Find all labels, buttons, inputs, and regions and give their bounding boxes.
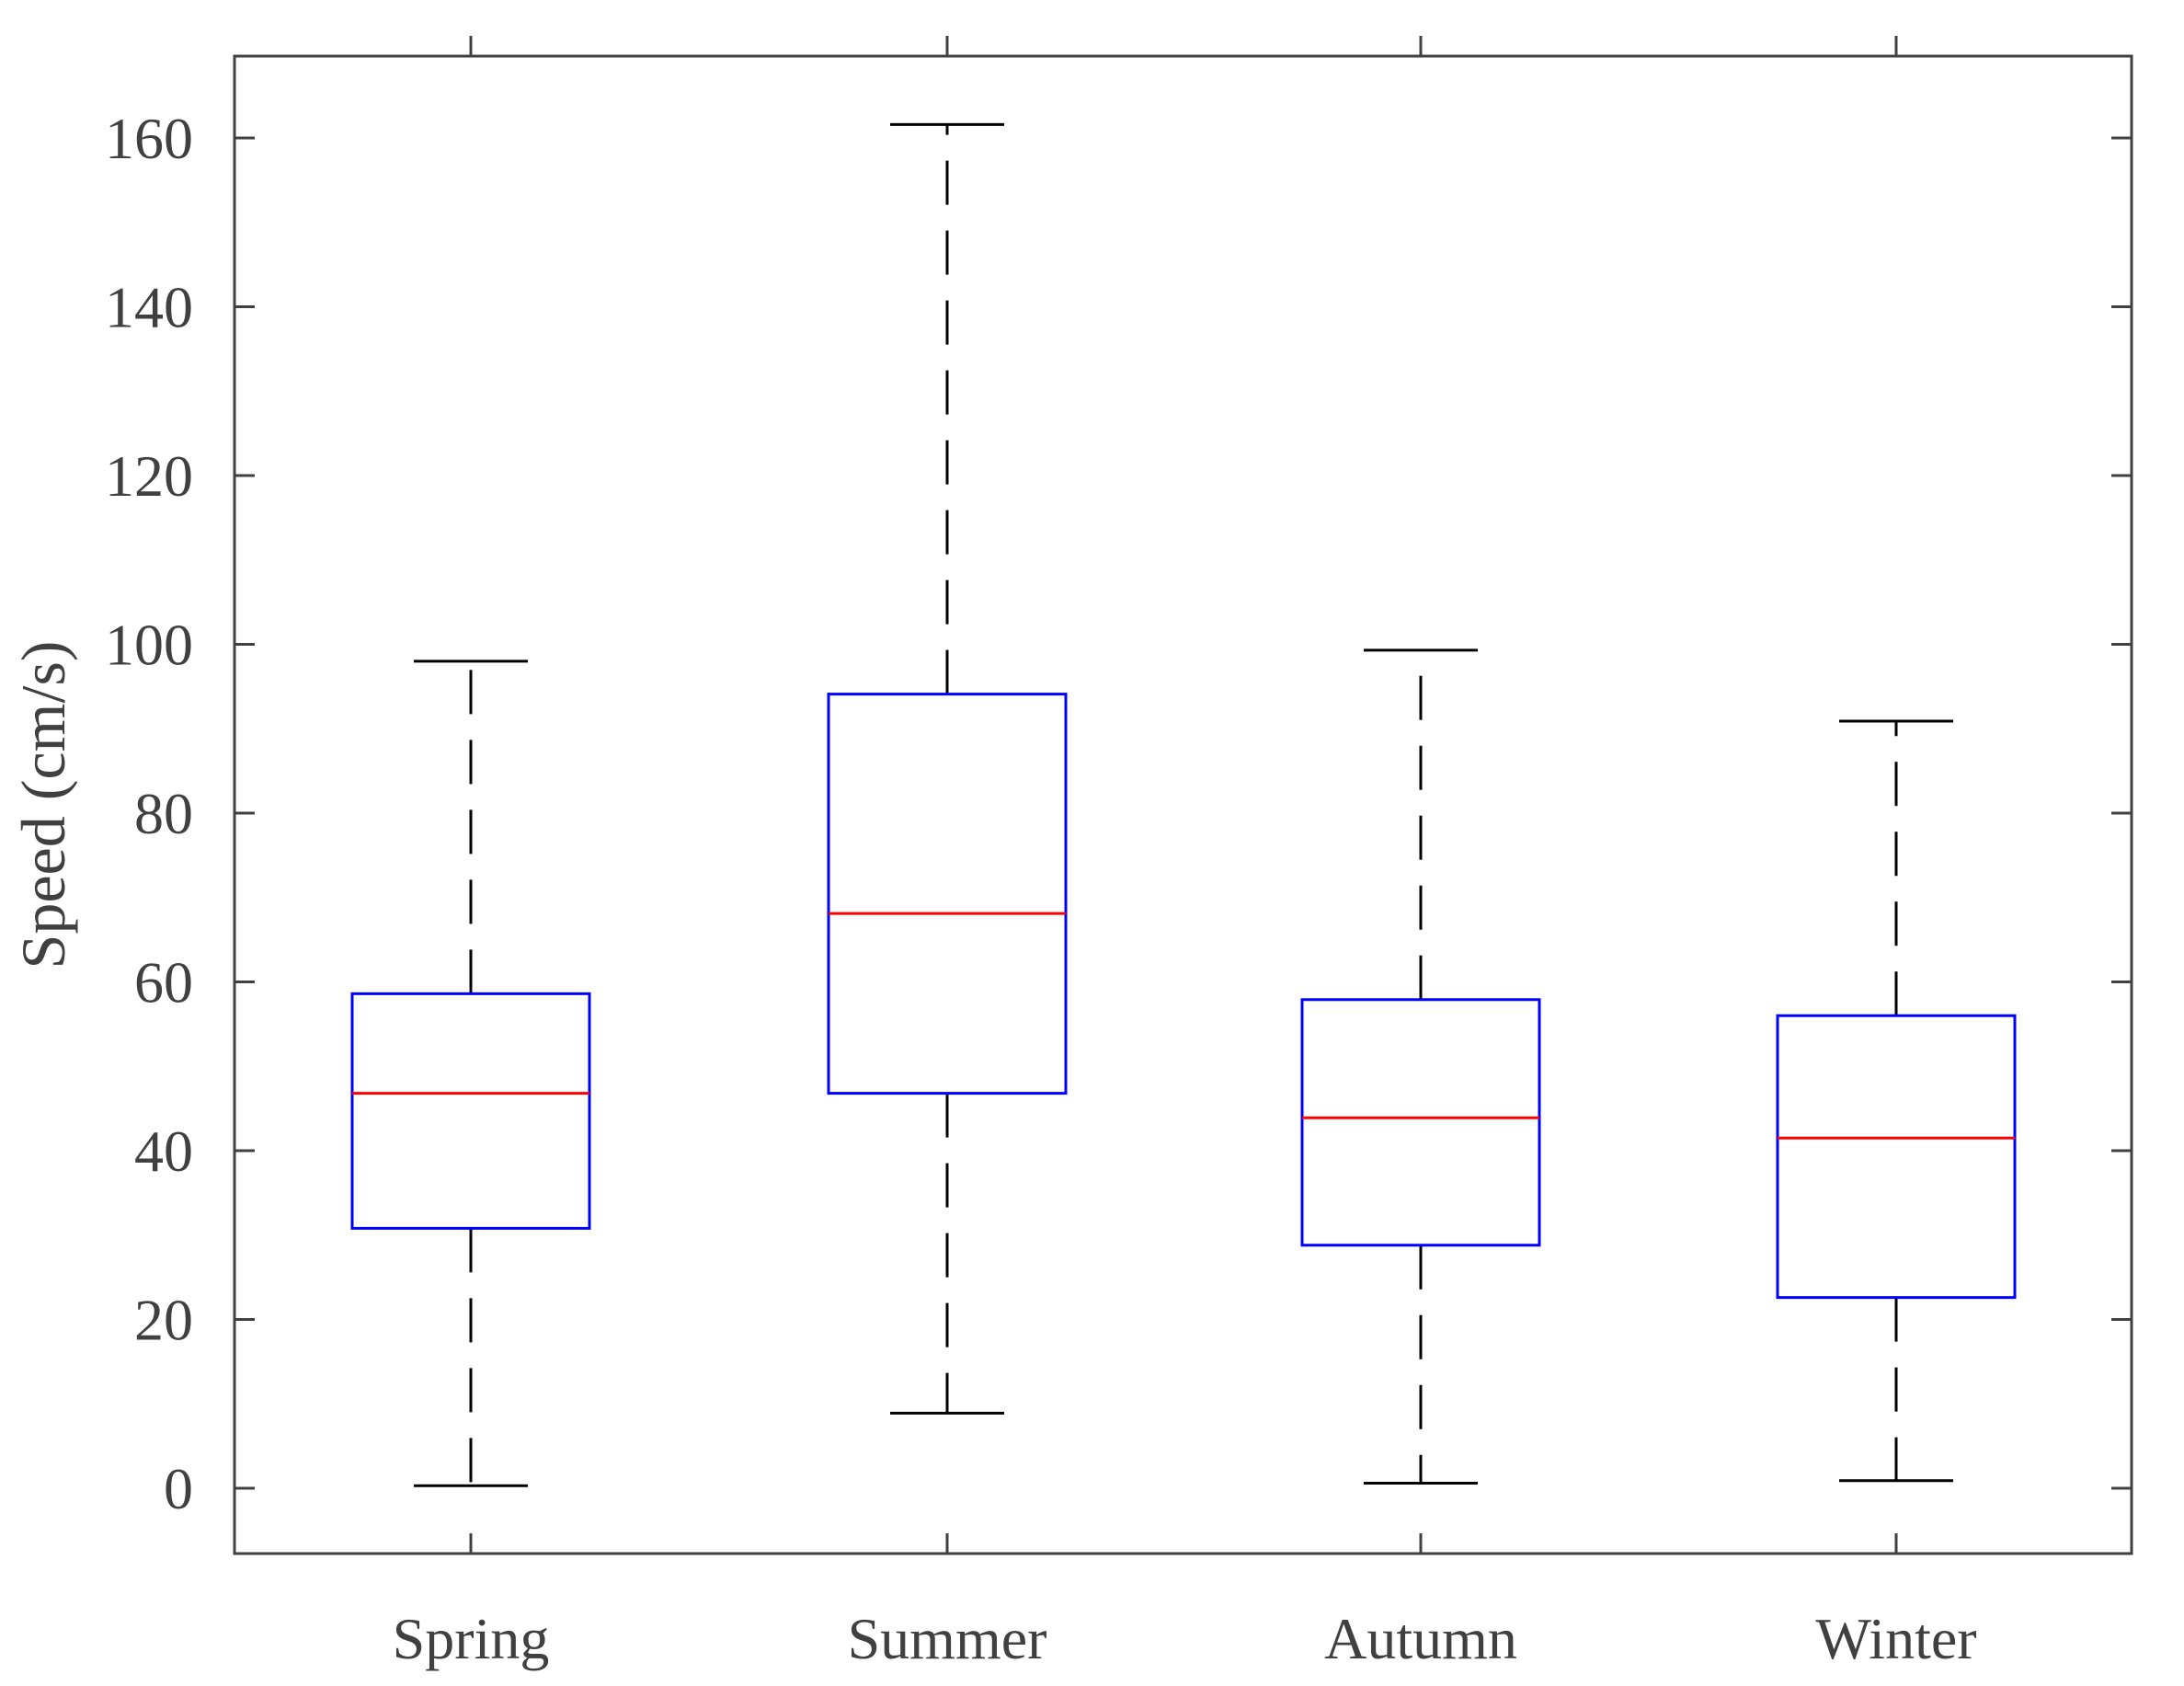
y-tick-label: 120	[105, 443, 193, 509]
y-tick-label: 20	[134, 1288, 193, 1353]
box-autumn	[1300, 648, 1541, 1485]
x-tick-label: Summer	[848, 1606, 1047, 1671]
y-tick-label: 140	[105, 275, 193, 340]
box-spring	[350, 659, 591, 1487]
plot-frame	[233, 54, 2133, 1555]
y-tick-label: 0	[164, 1456, 193, 1521]
iqr-box	[1300, 998, 1541, 1247]
iqr-box	[350, 992, 591, 1230]
y-axis: 0 20 40 60 80 100 120 140 160	[105, 106, 2132, 1521]
iqr-box	[827, 693, 1068, 1095]
y-tick-label: 100	[105, 613, 193, 678]
box-series	[350, 122, 2017, 1487]
x-tick-label: Winter	[1815, 1606, 1976, 1671]
y-tick-label: 160	[105, 106, 193, 171]
x-tick-label: Autumn	[1324, 1606, 1517, 1671]
box-winter	[1776, 719, 2017, 1483]
iqr-box	[1776, 1014, 2017, 1300]
y-tick-label: 80	[134, 781, 193, 846]
y-tick-label: 60	[134, 950, 193, 1015]
x-axis: Spring Summer Autumn Winter	[393, 36, 1977, 1671]
x-tick-label: Spring	[393, 1606, 550, 1671]
y-axis-label: Speed (cm/s)	[8, 641, 78, 969]
y-tick-label: 40	[134, 1118, 193, 1184]
box-summer	[827, 122, 1068, 1415]
